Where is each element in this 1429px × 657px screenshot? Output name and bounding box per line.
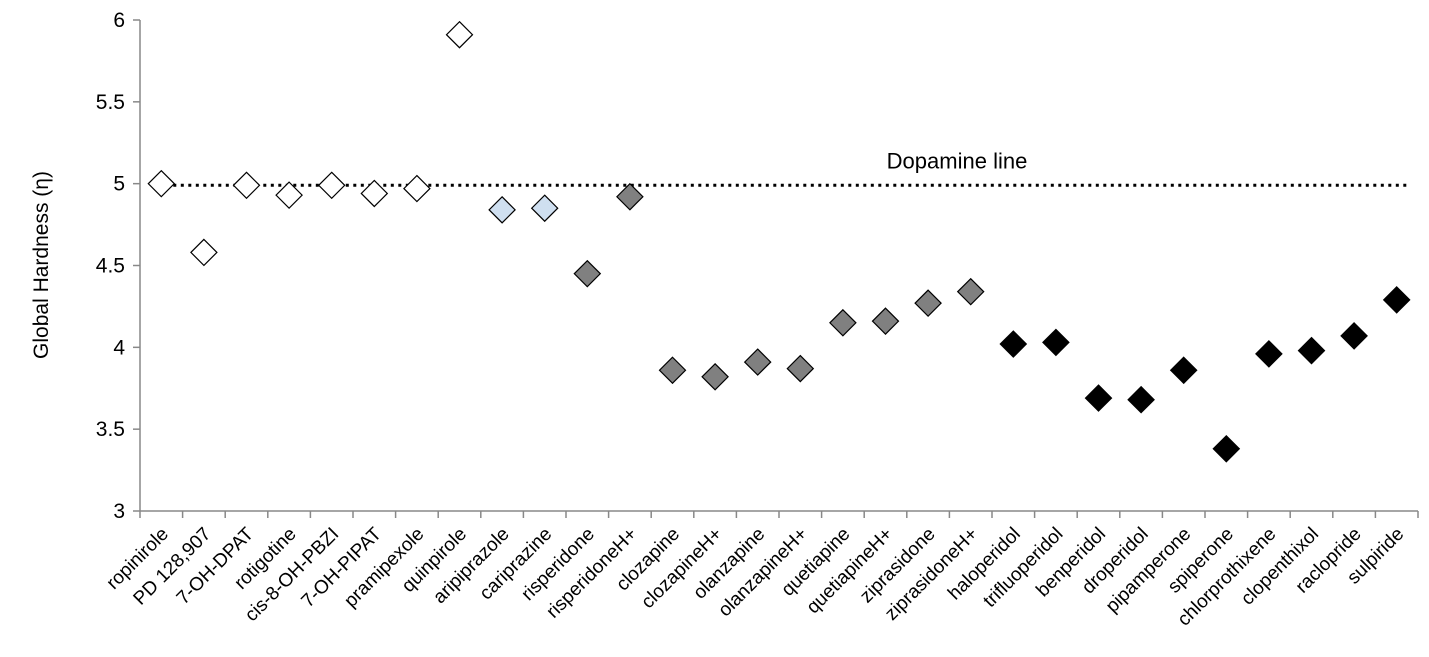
data-point-cis-8-oh-pbzi: [317, 171, 346, 200]
data-point-quinpirole: [445, 20, 474, 49]
data-points: [147, 20, 1411, 463]
data-point-clozapine: [658, 356, 687, 385]
y-tick-label: 3.5: [96, 418, 125, 441]
data-point-chlorprothixene: [1255, 340, 1283, 368]
data-point-cariprazine: [530, 194, 559, 223]
y-tick-label: 4.5: [96, 255, 125, 278]
y-tick-label: 3: [113, 500, 125, 523]
data-point-quetiapineh-: [871, 307, 900, 335]
data-point-raclopride: [1340, 322, 1368, 350]
data-point-olanzapineh-: [786, 354, 815, 383]
y-ticks: 3 3.5 4 4.5 5 5.5 6: [96, 9, 140, 523]
data-point-benperidol: [1084, 384, 1113, 412]
y-tick-label: 5.5: [96, 91, 125, 114]
data-point-rotigotine: [275, 181, 303, 209]
data-point-ziprasidoneh-: [956, 277, 985, 306]
data-point-risperidoneh-: [616, 182, 644, 211]
data-point-trifluoperidol: [1042, 328, 1070, 357]
y-tick-label: 6: [113, 9, 125, 32]
data-point-spiperone: [1212, 434, 1241, 463]
data-point-sulpiride: [1382, 286, 1411, 314]
y-axis-title: Global Hardness (η): [30, 171, 53, 359]
data-point-ropinirole: [147, 169, 176, 198]
data-point-pd-128-907: [190, 238, 218, 267]
data-point-quetiapine: [829, 308, 857, 337]
data-point-haloperidol: [999, 330, 1028, 358]
data-point-pramipexole: [403, 174, 431, 203]
data-point-pipamperone: [1169, 356, 1198, 385]
dopamine-reference: Dopamine line: [173, 148, 1407, 187]
x-ticks: [139, 511, 1419, 518]
data-point-aripiprazole: [488, 196, 516, 224]
y-tick-label: 4: [113, 336, 125, 359]
data-point-7-oh-dpat: [232, 171, 261, 200]
data-point-clopenthixol: [1297, 336, 1326, 365]
data-point-droperidol: [1127, 385, 1155, 414]
data-point-olanzapine: [743, 348, 772, 376]
data-point-7-oh-pipat: [360, 179, 389, 208]
data-point-risperidone: [573, 259, 602, 288]
data-point-ziprasidone: [914, 289, 942, 317]
y-tick-label: 5: [113, 173, 125, 196]
data-point-clozapineh-: [701, 362, 729, 391]
dopamine-line-label: Dopamine line: [887, 148, 1028, 173]
